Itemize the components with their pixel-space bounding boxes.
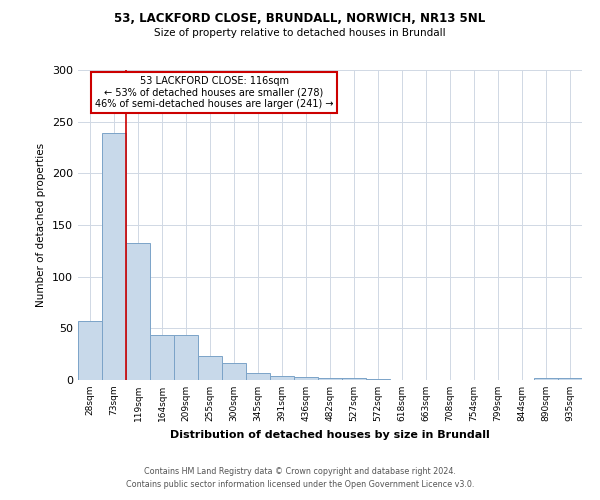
X-axis label: Distribution of detached houses by size in Brundall: Distribution of detached houses by size … [170,430,490,440]
Bar [150,334,174,380]
Bar [294,377,318,380]
Y-axis label: Number of detached properties: Number of detached properties [37,143,46,307]
Text: Contains public sector information licensed under the Open Government Licence v3: Contains public sector information licen… [126,480,474,489]
Bar [102,133,126,380]
Bar [246,373,270,380]
Text: 53, LACKFORD CLOSE, BRUNDALL, NORWICH, NR13 5NL: 53, LACKFORD CLOSE, BRUNDALL, NORWICH, N… [115,12,485,26]
Bar [318,378,342,380]
Text: Size of property relative to detached houses in Brundall: Size of property relative to detached ho… [154,28,446,38]
Bar [174,334,198,380]
Bar [342,378,366,380]
Bar [222,364,246,380]
Bar [78,321,102,380]
Text: 53 LACKFORD CLOSE: 116sqm
← 53% of detached houses are smaller (278)
46% of semi: 53 LACKFORD CLOSE: 116sqm ← 53% of detac… [95,76,334,110]
Bar [126,242,150,380]
Bar [198,356,222,380]
Bar [534,378,558,380]
Bar [366,379,390,380]
Text: Contains HM Land Registry data © Crown copyright and database right 2024.: Contains HM Land Registry data © Crown c… [144,467,456,476]
Bar [558,378,582,380]
Bar [270,376,294,380]
